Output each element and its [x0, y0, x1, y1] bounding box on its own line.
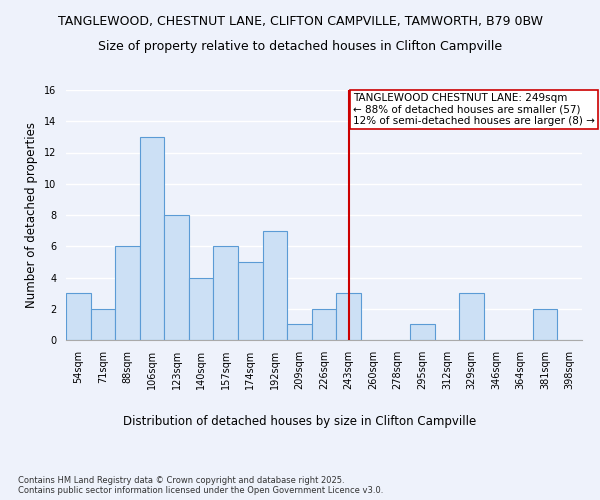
- Text: Size of property relative to detached houses in Clifton Campville: Size of property relative to detached ho…: [98, 40, 502, 53]
- Bar: [263, 230, 287, 340]
- Bar: [140, 137, 164, 340]
- Text: TANGLEWOOD, CHESTNUT LANE, CLIFTON CAMPVILLE, TAMWORTH, B79 0BW: TANGLEWOOD, CHESTNUT LANE, CLIFTON CAMPV…: [58, 15, 542, 28]
- Bar: [533, 308, 557, 340]
- Bar: [459, 293, 484, 340]
- Text: Contains HM Land Registry data © Crown copyright and database right 2025.
Contai: Contains HM Land Registry data © Crown c…: [18, 476, 383, 495]
- Text: Distribution of detached houses by size in Clifton Campville: Distribution of detached houses by size …: [124, 415, 476, 428]
- Y-axis label: Number of detached properties: Number of detached properties: [25, 122, 38, 308]
- Bar: [312, 308, 336, 340]
- Bar: [164, 215, 189, 340]
- Bar: [336, 293, 361, 340]
- Bar: [115, 246, 140, 340]
- Bar: [238, 262, 263, 340]
- Bar: [66, 293, 91, 340]
- Bar: [214, 246, 238, 340]
- Text: TANGLEWOOD CHESTNUT LANE: 249sqm
← 88% of detached houses are smaller (57)
12% o: TANGLEWOOD CHESTNUT LANE: 249sqm ← 88% o…: [353, 93, 595, 126]
- Bar: [189, 278, 214, 340]
- Bar: [287, 324, 312, 340]
- Bar: [410, 324, 434, 340]
- Bar: [91, 308, 115, 340]
